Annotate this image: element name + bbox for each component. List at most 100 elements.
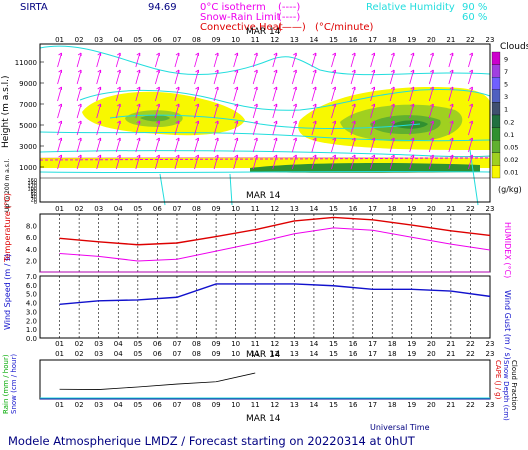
wind-arrow xyxy=(174,137,180,153)
wind-arrow xyxy=(291,69,297,85)
wind-arrow xyxy=(115,86,121,102)
xtick-label: 03 xyxy=(94,340,103,348)
wind-arrow-head xyxy=(253,69,258,73)
wind-arrow-head xyxy=(117,154,121,158)
xtick-top-label: 19 xyxy=(407,36,416,44)
panel-frame xyxy=(39,275,491,339)
wind-arrow-head xyxy=(58,86,62,90)
wind-arrow-head xyxy=(117,137,121,141)
xtick-label: 18 xyxy=(388,401,397,409)
xtick-label: 09 xyxy=(212,401,221,409)
xtick-bottom-label: 09 xyxy=(212,205,221,213)
wind-arrow xyxy=(350,154,356,170)
xtick-label: 19 xyxy=(407,401,416,409)
wind-arrow-head xyxy=(332,120,336,124)
wind-arrow-head xyxy=(214,137,219,141)
ytick-label: 2.0 xyxy=(26,317,37,325)
wind-arrow xyxy=(174,120,180,136)
wind-arrow xyxy=(135,120,141,136)
wind-arrow xyxy=(311,103,317,119)
wind-arrow xyxy=(76,154,82,170)
wind-arrow xyxy=(311,120,317,136)
wind-arrow-head xyxy=(175,137,180,141)
wind-arrow-head xyxy=(449,137,454,141)
wind-arrow xyxy=(76,52,82,68)
wind-arrow xyxy=(233,69,239,85)
wind-arrow xyxy=(389,103,395,119)
wind-arrow-head xyxy=(175,154,180,158)
panel2-date-label: MAR 14 xyxy=(246,191,281,201)
xtick-bottom-label: 19 xyxy=(407,205,416,213)
xtick-label: 08 xyxy=(192,340,201,348)
wind-arrow-head xyxy=(293,69,297,73)
wind-arrow-head xyxy=(253,103,258,107)
colorbar-swatch xyxy=(491,114,501,128)
wind-arrow-head xyxy=(77,154,82,158)
wind-panel: 01 02 03 04 05 06 07 08 09 10 11 12 13 14 15 16 17 18 19 20… xyxy=(26,273,495,348)
wind-arrow xyxy=(448,69,454,85)
wind-arrow xyxy=(272,103,278,119)
wind-arrow-head xyxy=(117,103,121,107)
xtick-label-top: 02 xyxy=(75,350,84,358)
panel4-bottom-date: MAR 14 xyxy=(246,414,281,424)
wind-arrow-head xyxy=(253,137,258,141)
ytick-label: 2.0 xyxy=(26,257,37,265)
xtick-top-label: 22 xyxy=(466,36,475,44)
xtick-label-top: 18 xyxy=(388,350,397,358)
colorbar-label: 0.1 xyxy=(504,131,514,139)
xtick-top-label: 21 xyxy=(446,36,455,44)
panel4-ylabel-snowdepth: Snow Depth (cm) xyxy=(502,360,510,421)
wind-arrow-head xyxy=(390,69,395,73)
wind-arrow-head xyxy=(273,52,278,56)
ytick-label: 1.0 xyxy=(26,326,37,334)
wind-arrow-head xyxy=(195,103,199,107)
legend-rh-60: 60 % xyxy=(462,12,487,23)
panel4-ylabel-cape: CAPE (J / g) xyxy=(494,360,502,400)
wind-arrow-head xyxy=(97,137,102,141)
xtick-top-label: 13 xyxy=(290,36,299,44)
wind-arrow-head xyxy=(293,154,297,158)
wind-arrow-head xyxy=(351,86,356,90)
xtick-top-label: 02 xyxy=(75,36,84,44)
wind-arrow xyxy=(155,86,160,102)
panel1-date-label: MAR 14 xyxy=(246,27,281,37)
ytick-lower-label: 100 xyxy=(27,186,37,192)
wind-arrow-head xyxy=(97,120,102,124)
wind-arrow xyxy=(135,69,141,85)
wind-arrow xyxy=(311,154,317,170)
xtick-top-label: 10 xyxy=(231,36,240,44)
wind-arrow-head xyxy=(390,86,395,90)
wind-arrow-head xyxy=(332,103,336,107)
wind-arrow-head xyxy=(410,120,415,124)
wind-arrow-head xyxy=(351,103,356,107)
wind-arrow xyxy=(389,52,395,68)
wind-arrow xyxy=(115,69,121,85)
xtick-label-top: 10 xyxy=(231,350,240,358)
zero-isotherm-line xyxy=(39,157,491,161)
xtick-label: 06 xyxy=(153,340,162,348)
wind-arrow-head xyxy=(175,69,180,73)
wind-arrow xyxy=(370,137,375,153)
wind-arrow-head xyxy=(77,120,82,124)
wind-arrow xyxy=(213,120,219,136)
wind-arrow-head xyxy=(332,154,336,158)
wind-arrow-head xyxy=(214,69,219,73)
wind-arrow xyxy=(291,137,297,153)
xtick-label: 20 xyxy=(427,401,436,409)
wind-arrow xyxy=(409,103,415,119)
wind-arrow xyxy=(272,86,278,102)
wind-arrow xyxy=(194,120,199,136)
wind-arrow-head xyxy=(234,86,239,90)
wind-arrow xyxy=(409,69,415,85)
xtick-bottom-label: 07 xyxy=(172,205,181,213)
wind-arrow-head xyxy=(253,52,258,56)
xtick-label: 07 xyxy=(172,401,181,409)
wind-arrow-head xyxy=(351,52,356,56)
xtick-label: 13 xyxy=(290,401,299,409)
wind-arrows xyxy=(57,52,473,170)
xtick-label: 22 xyxy=(466,340,475,348)
xtick-label-top: 15 xyxy=(329,350,338,358)
legend-convective: Convective Heat xyxy=(200,22,283,33)
xtick-label-top: 05 xyxy=(133,350,142,358)
